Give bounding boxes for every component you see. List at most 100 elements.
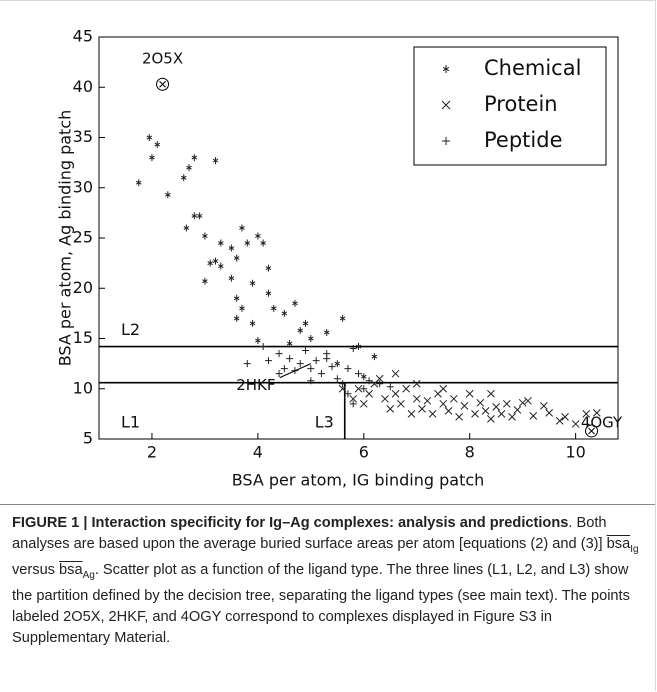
scatter-point — [371, 353, 378, 361]
y-tick-label: 15 — [73, 328, 93, 347]
annotation-label: 2O5X — [142, 50, 183, 68]
scatter-point — [239, 224, 245, 232]
scatter-point — [202, 277, 208, 285]
scatter-point — [439, 399, 448, 408]
scatter-point — [233, 254, 240, 262]
scatter-point — [259, 343, 267, 351]
scatter-point — [465, 389, 474, 398]
y-tick-label: 5 — [83, 429, 93, 448]
scatter-point — [212, 157, 219, 165]
scatter-point — [244, 239, 251, 247]
y-tick-label: 10 — [73, 378, 93, 397]
scatter-point — [487, 415, 495, 423]
scatter-point — [582, 410, 591, 418]
y-tick-label: 45 — [73, 27, 93, 46]
scatter-point — [487, 389, 495, 398]
scatter-point — [233, 294, 240, 302]
scatter-point — [428, 410, 437, 418]
annotation-arrow — [279, 363, 312, 379]
scatter-point — [146, 134, 153, 141]
scatter-point — [243, 360, 251, 368]
y-axis-label: BSA per atom, Ag binding patch — [56, 110, 75, 367]
caption-text: . Both analyses are based upon the avera… — [12, 515, 607, 552]
scatter-point — [471, 410, 479, 418]
scatter-point — [302, 347, 310, 355]
scatter-point — [418, 404, 426, 413]
scatter-point — [344, 365, 352, 373]
caption-text: . Scatter plot as a function of the liga… — [12, 561, 630, 646]
scatter-point — [218, 239, 224, 247]
scatter-point — [296, 360, 304, 368]
scatter-point — [202, 232, 208, 240]
scatter-point — [365, 389, 373, 398]
scatter-point — [286, 355, 294, 363]
scatter-point — [334, 360, 341, 368]
partition-label: L1 — [121, 413, 140, 432]
scatter-point — [207, 259, 213, 267]
scatter-point — [386, 404, 395, 413]
scatter-point — [376, 380, 384, 388]
scatter-point — [518, 398, 527, 407]
scatter-point — [481, 407, 490, 415]
x-tick-label: 10 — [565, 443, 585, 462]
caption-text: versus — [12, 561, 60, 578]
scatter-point — [154, 141, 161, 149]
scatter-point — [191, 154, 198, 162]
scatter-point — [191, 212, 198, 220]
x-tick-label: 2 — [147, 443, 157, 462]
x-tick-label: 4 — [253, 443, 263, 462]
scatter-point — [360, 385, 368, 393]
scatter-point — [359, 399, 368, 408]
scatter-point — [391, 389, 400, 398]
y-tick-label: 35 — [73, 127, 93, 146]
scatter-point — [344, 390, 352, 398]
scatter-point — [249, 279, 256, 287]
scatter-point — [545, 409, 554, 417]
scatter-point — [524, 396, 532, 405]
scatter-point — [233, 314, 240, 322]
legend-label: Peptide — [484, 128, 562, 152]
y-tick-label: 25 — [73, 228, 93, 247]
legend-label: Protein — [484, 92, 558, 116]
scatter-point — [439, 384, 448, 393]
scatter-point — [292, 299, 298, 307]
scatter-point — [571, 420, 580, 428]
legend-label: Chemical — [484, 56, 581, 80]
scatter-point — [513, 406, 522, 414]
chart: BSA per atom, IG binding patch BSA per a… — [56, 27, 624, 490]
scatter-point — [239, 304, 245, 312]
scatter-point — [449, 394, 458, 403]
legend-marker — [442, 137, 450, 145]
subscript: Ag — [82, 569, 95, 581]
scatter-point — [180, 174, 187, 182]
scatter-point — [281, 309, 288, 317]
scatter-point — [307, 377, 315, 385]
scatter-point — [183, 224, 190, 232]
scatter-point — [228, 274, 235, 282]
scatter-point — [476, 398, 485, 407]
legend-marker — [441, 100, 451, 110]
scatter-point — [165, 191, 171, 199]
scatter-point — [391, 369, 400, 378]
annotation-circle — [585, 424, 599, 438]
scatter-point — [323, 328, 330, 336]
scatter-point — [228, 244, 235, 252]
scatter-point — [365, 377, 373, 385]
scatter-point — [328, 363, 336, 371]
x-tick-label: 8 — [465, 443, 475, 462]
caption: FIGURE 1 | Interaction specificity for I… — [12, 513, 642, 649]
scatter-point — [381, 394, 389, 403]
scatter-point — [255, 337, 261, 345]
x-tick-label: 6 — [359, 443, 369, 462]
scatter-point — [349, 345, 357, 353]
y-tick-label: 30 — [73, 177, 93, 196]
scatter-point — [502, 399, 511, 408]
scatter-point — [423, 396, 432, 405]
caption-rule — [0, 504, 655, 505]
partition-label: L2 — [121, 320, 140, 339]
scatter-point — [196, 212, 203, 220]
scatter-point — [412, 394, 421, 403]
scatter-point — [412, 379, 421, 388]
subscript: Ig — [630, 543, 639, 555]
